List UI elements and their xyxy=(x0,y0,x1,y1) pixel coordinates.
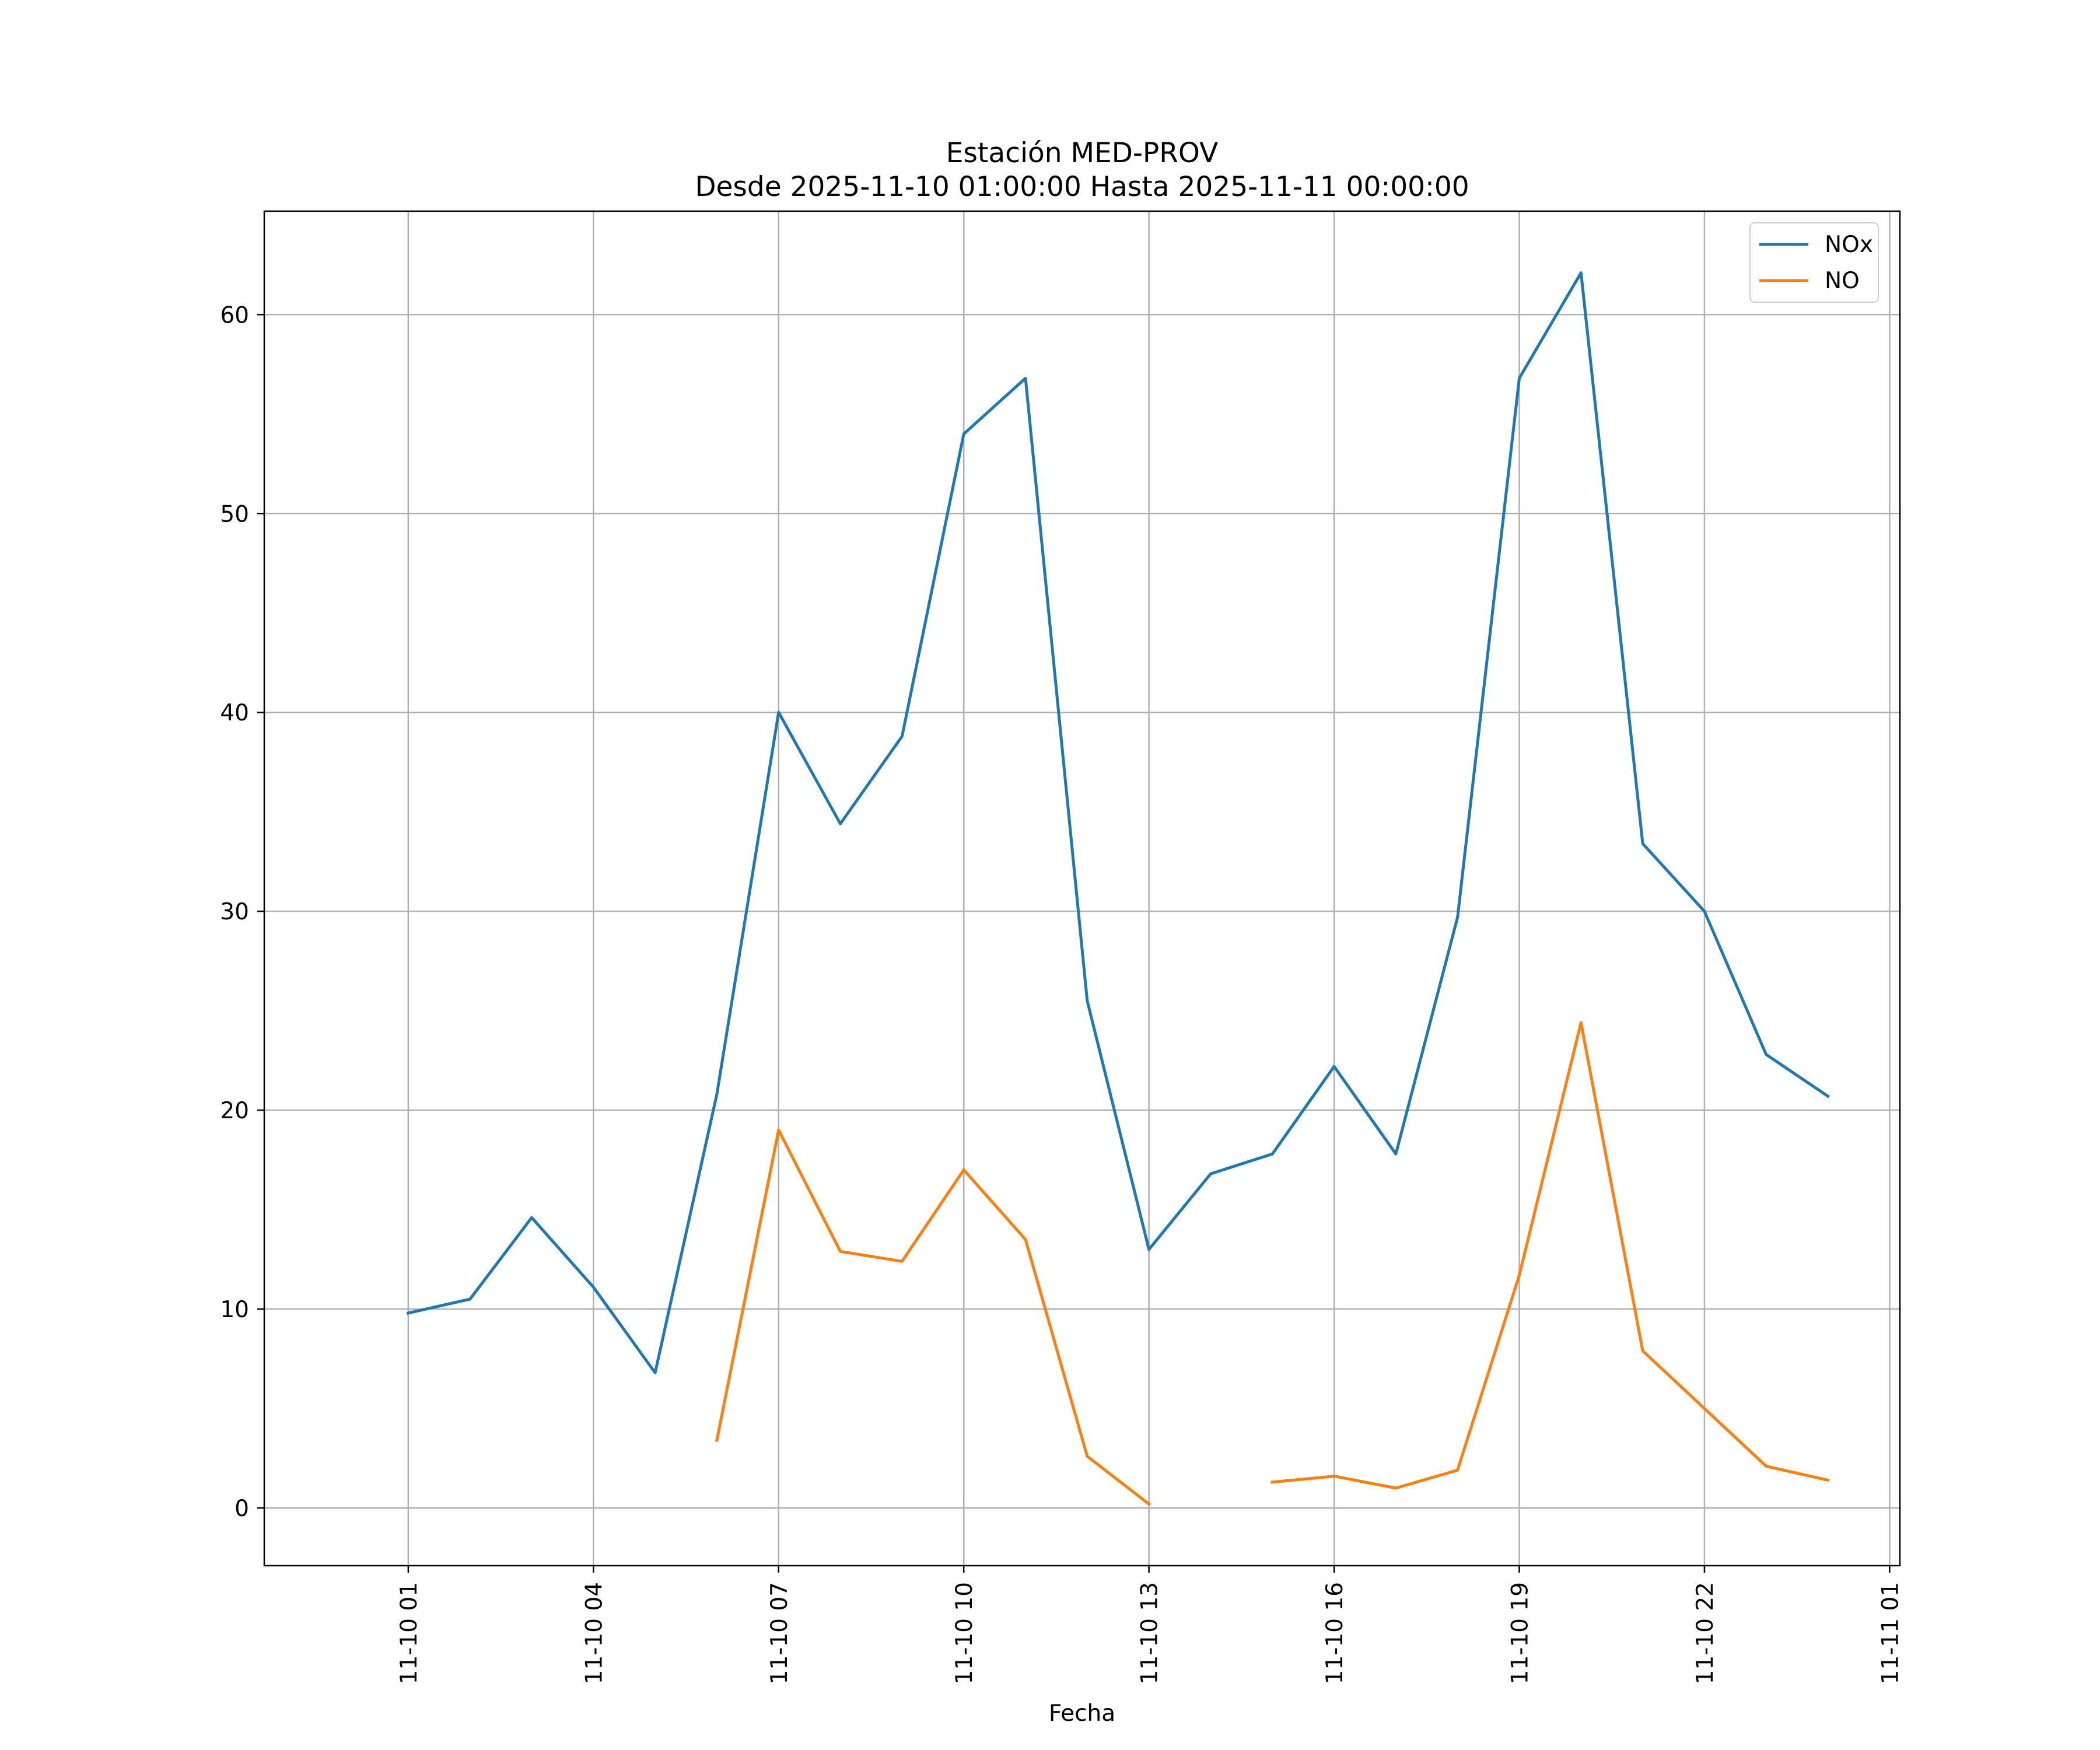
y-tick-label: 0 xyxy=(235,1496,249,1522)
x-tick-label: 11-10 10 xyxy=(951,1582,978,1684)
x-tick-label: 11-10 07 xyxy=(766,1582,793,1684)
series-lines xyxy=(406,271,1831,1506)
legend-label-no: NO xyxy=(1825,268,1860,294)
y-tick-label: 10 xyxy=(220,1297,249,1323)
y-tick-label: 20 xyxy=(220,1098,249,1124)
chart-subtitle: Desde 2025-11-10 01:00:00 Hasta 2025-11-… xyxy=(695,171,1469,203)
x-tick-label: 11-10 19 xyxy=(1507,1582,1533,1684)
axis-ticks: 0 10 20 30 40 50 60 11-10 01 11-10 04 11-10 07 11-… xyxy=(220,302,1903,1684)
x-tick-label: 11-10 01 xyxy=(396,1582,422,1684)
plot-frame xyxy=(263,210,1901,1567)
y-tick-label: 40 xyxy=(220,700,249,726)
legend-label-nox: NOx xyxy=(1825,232,1873,258)
series-line-no xyxy=(715,1021,1830,1506)
y-tick-label: 60 xyxy=(220,302,249,328)
x-tick-label: 11-10 04 xyxy=(581,1582,607,1684)
chart-title: Estación MED-PROV xyxy=(946,137,1219,169)
y-tick-label: 50 xyxy=(220,501,249,527)
legend-box xyxy=(1749,222,1879,303)
x-tick-label: 11-10 16 xyxy=(1322,1582,1348,1684)
legend: NOx NO xyxy=(1749,222,1879,303)
x-tick-label: 11-10 13 xyxy=(1137,1582,1163,1684)
x-tick-label: 11-10 22 xyxy=(1692,1582,1718,1684)
x-tick-label: 11-11 01 xyxy=(1877,1582,1903,1684)
series-line-nox xyxy=(406,271,1831,1374)
x-axis-label: Fecha xyxy=(1049,1700,1115,1727)
y-tick-label: 30 xyxy=(220,899,249,925)
